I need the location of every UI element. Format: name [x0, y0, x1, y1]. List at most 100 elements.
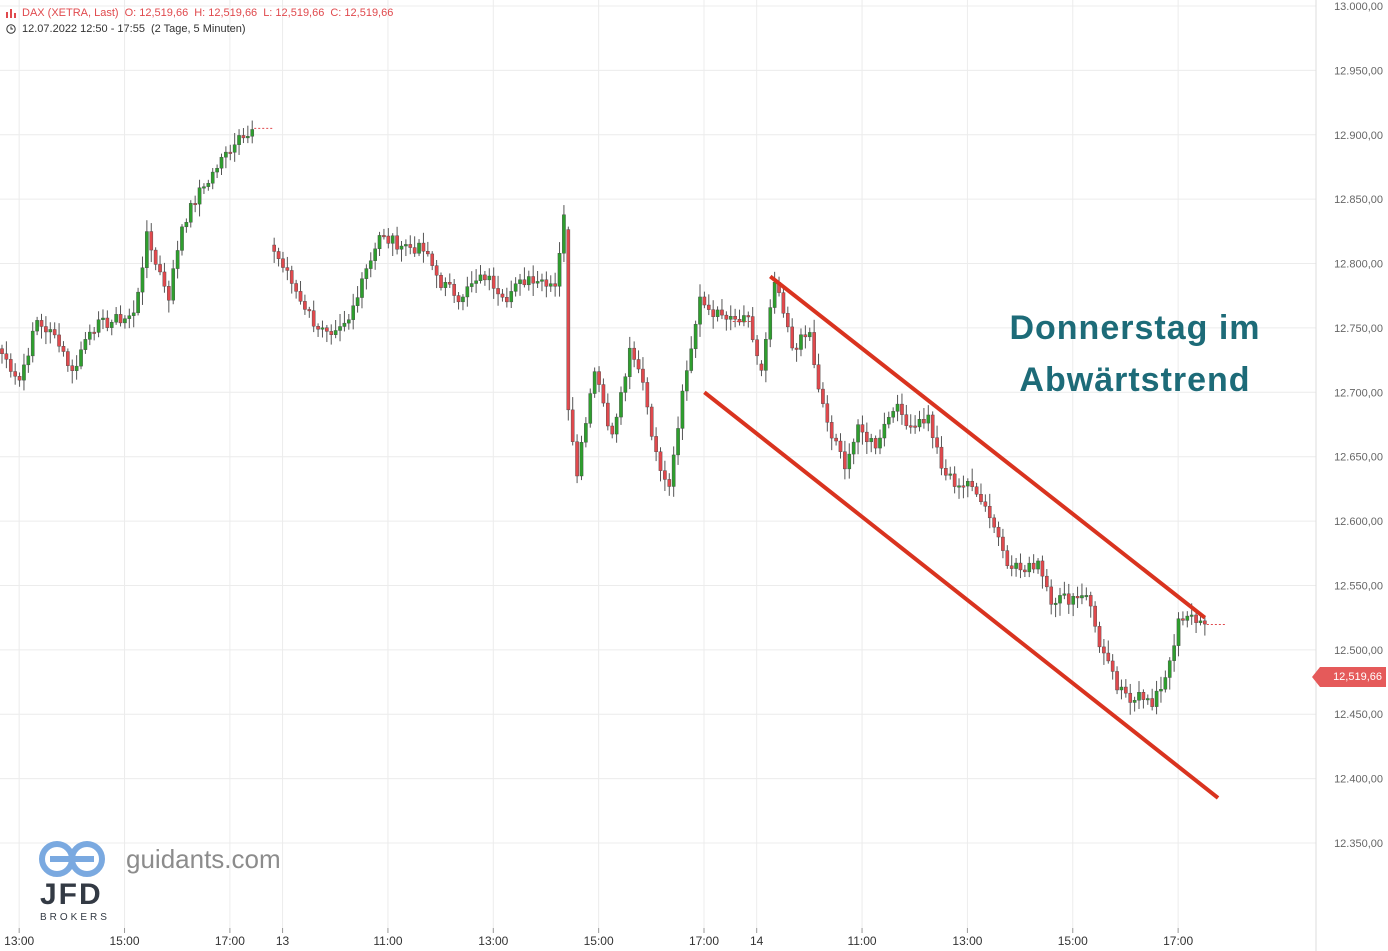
- candle-body: [1045, 575, 1049, 588]
- candle-body: [1124, 686, 1128, 694]
- candle-body: [109, 322, 114, 328]
- candle-body: [1075, 596, 1080, 599]
- chart-header: DAX (XETRA, Last) O: 12,519,66 H: 12,519,6…: [6, 6, 399, 22]
- candle-body: [434, 265, 439, 276]
- trend-channel: [703, 274, 1220, 800]
- candle-body: [118, 314, 123, 324]
- candle-body: [755, 339, 759, 357]
- candle-body: [627, 347, 632, 377]
- candle-body: [1066, 593, 1071, 605]
- candle-body: [167, 286, 171, 301]
- candle-body: [685, 370, 689, 392]
- candle-body: [87, 331, 92, 340]
- candle-body: [1014, 562, 1018, 569]
- candle-body: [303, 301, 307, 310]
- candle-body: [61, 346, 66, 352]
- candle-body: [913, 425, 917, 428]
- candle-body: [197, 187, 202, 205]
- x-tick-label: 14: [750, 934, 764, 948]
- candle-body: [663, 470, 667, 480]
- candle-body: [856, 424, 860, 443]
- channel-lower-line: [703, 390, 1220, 800]
- candle-body: [342, 322, 347, 327]
- candle-body: [74, 365, 79, 371]
- y-tick-label: 12.600,00: [1334, 516, 1383, 528]
- candle-body: [1194, 614, 1198, 623]
- candle-body: [746, 315, 751, 318]
- candle-body: [522, 279, 527, 286]
- candle-body: [869, 438, 874, 443]
- candle-body: [421, 242, 426, 252]
- candle-body: [957, 485, 961, 488]
- candle-body: [1154, 690, 1159, 707]
- candle-body: [764, 339, 768, 371]
- candle-body: [364, 268, 369, 279]
- candle-body: [1009, 565, 1014, 569]
- candle-body: [158, 264, 162, 273]
- y-tick-label: 12.950,00: [1334, 65, 1383, 77]
- candle-body: [1150, 698, 1154, 707]
- candle-body: [1128, 692, 1133, 703]
- candle-body: [289, 270, 294, 284]
- candle-body: [702, 296, 707, 306]
- y-tick-label: 12.400,00: [1334, 774, 1383, 786]
- candle-body: [531, 276, 535, 284]
- candle-body: [1185, 615, 1190, 621]
- candle-body: [996, 526, 1001, 538]
- candle-body: [1159, 689, 1163, 692]
- open-value: O: 12,519,66: [124, 7, 189, 19]
- candle-body: [658, 451, 663, 471]
- candle-body: [210, 171, 215, 184]
- candle-body: [829, 422, 834, 439]
- candle-body: [619, 392, 623, 418]
- y-tick-label: 12.900,00: [1334, 130, 1383, 142]
- candle-body: [518, 279, 522, 284]
- candle-body: [895, 403, 900, 412]
- candle-body: [584, 423, 588, 443]
- high-value: H: 12,519,66: [194, 7, 258, 19]
- candle-body: [298, 291, 303, 302]
- candle-body: [610, 425, 615, 435]
- candle-body: [737, 318, 742, 323]
- candle-body: [654, 436, 658, 452]
- candle-body: [250, 129, 255, 137]
- candle-body: [456, 295, 461, 303]
- candle-body: [66, 351, 70, 366]
- candle-body: [228, 151, 233, 154]
- candle-body: [1053, 602, 1058, 605]
- candle-body: [206, 183, 211, 187]
- candle-body: [698, 296, 702, 325]
- y-tick-label: 12.450,00: [1334, 709, 1383, 721]
- candle-body: [39, 320, 44, 327]
- candle-body: [1058, 595, 1062, 604]
- candle-body: [768, 307, 773, 340]
- candle-body: [215, 168, 219, 173]
- candle-body: [812, 332, 816, 365]
- candle-body: [1203, 620, 1207, 625]
- candle-body: [386, 235, 391, 244]
- candle-body: [1097, 626, 1102, 648]
- candle-body: [452, 283, 456, 296]
- candle-body: [474, 280, 478, 284]
- candle-body: [527, 276, 531, 286]
- candle-body: [294, 283, 298, 292]
- x-tick-label: 15:00: [1058, 934, 1088, 948]
- candle-body: [575, 441, 579, 477]
- candle-body: [908, 425, 913, 428]
- candle-body: [1062, 593, 1067, 596]
- candle-body: [35, 320, 39, 332]
- candle-body: [320, 327, 325, 330]
- candle-body: [360, 278, 364, 298]
- close-value: C: 12,519,66: [330, 7, 394, 19]
- candle-body: [974, 486, 979, 495]
- candle-body: [834, 437, 838, 442]
- candle-body: [430, 253, 435, 266]
- candle-body: [127, 315, 132, 319]
- watermark-site: guidants.com: [126, 844, 281, 874]
- candle-body: [219, 156, 224, 169]
- candle-body: [52, 329, 57, 336]
- candle-body: [926, 414, 931, 424]
- candle-body: [22, 364, 26, 381]
- candle-body: [17, 376, 22, 381]
